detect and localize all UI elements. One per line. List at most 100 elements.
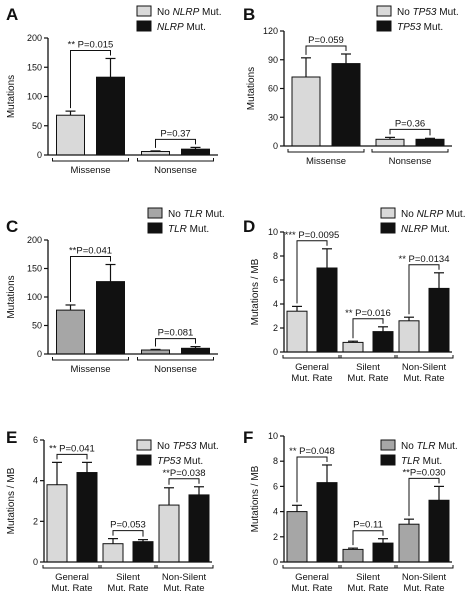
legend-swatch xyxy=(147,207,163,219)
significance-bracket xyxy=(70,256,111,302)
y-tick-label: 0 xyxy=(273,557,278,567)
panel-letter: B xyxy=(243,5,255,24)
bar xyxy=(96,281,125,355)
y-tick-label: 100 xyxy=(27,292,42,302)
panel-c: C 0 50 100 150 200 Mutations **P=0.041 Missense P… xyxy=(6,207,225,375)
significance-bracket xyxy=(155,138,196,148)
category-label: Mut. Rate xyxy=(347,583,388,594)
category-bracket xyxy=(154,565,214,569)
category-label: Missense xyxy=(306,156,346,167)
category-label: Mut. Rate xyxy=(347,373,388,384)
significance-bracket xyxy=(389,128,431,136)
bar xyxy=(372,542,394,563)
panel-a: A 0 50 100 150 200 Mutations ** P=0.015 Missense… xyxy=(6,5,221,176)
category-label: Mut. Rate xyxy=(51,583,92,594)
category-bracket xyxy=(394,565,454,569)
p-value-label: **P=0.041 xyxy=(69,246,112,257)
y-tick-label: 50 xyxy=(32,321,42,331)
category-label: Silent xyxy=(116,572,140,583)
y-axis-label: Mutations / MB xyxy=(250,258,261,325)
category-bracket xyxy=(137,357,214,361)
category-label: General xyxy=(55,572,89,583)
bar xyxy=(158,504,180,563)
legend-swatch xyxy=(380,207,396,219)
bar xyxy=(102,543,124,563)
y-tick-label: 50 xyxy=(32,121,42,131)
significance-bracket xyxy=(155,338,196,347)
y-tick-label: 8 xyxy=(273,251,278,261)
bar xyxy=(428,499,450,563)
legend-swatch xyxy=(380,454,396,466)
category-label: General xyxy=(295,362,329,373)
legend-label: No TLR Mut. xyxy=(401,441,458,452)
y-tick-label: 4 xyxy=(273,299,278,309)
p-value-label: ** P=0.041 xyxy=(49,443,95,454)
significance-bracket xyxy=(296,456,328,503)
legend-label: TLR Mut. xyxy=(401,456,442,467)
category-label: Mut. Rate xyxy=(403,583,444,594)
y-tick-label: 6 xyxy=(273,481,278,491)
bar xyxy=(331,63,361,147)
y-tick-label: 4 xyxy=(33,476,38,486)
bar xyxy=(375,138,405,147)
y-tick-label: 0 xyxy=(273,347,278,357)
p-value-label: P=0.11 xyxy=(353,520,383,531)
significance-bracket xyxy=(56,453,88,460)
panel-letter: C xyxy=(6,217,18,236)
y-axis-label: Mutations xyxy=(6,275,17,318)
legend-swatch xyxy=(380,439,396,451)
y-tick-label: 60 xyxy=(268,84,278,94)
category-bracket xyxy=(52,158,129,162)
bar xyxy=(188,494,210,563)
y-tick-label: 150 xyxy=(27,62,42,72)
y-tick-label: 10 xyxy=(268,431,278,441)
legend-swatch xyxy=(136,454,152,466)
category-label: Mut. Rate xyxy=(403,373,444,384)
y-tick-label: 4 xyxy=(273,507,278,517)
legend-swatch xyxy=(136,439,152,451)
bar xyxy=(96,76,125,156)
p-value-label: P=0.059 xyxy=(308,35,344,46)
p-value-label: ** P=0.0134 xyxy=(399,254,450,265)
category-bracket xyxy=(338,355,398,359)
y-tick-label: 2 xyxy=(273,532,278,542)
y-tick-label: 150 xyxy=(27,264,42,274)
y-tick-label: 8 xyxy=(273,456,278,466)
p-value-label: ** P=0.048 xyxy=(289,446,335,457)
category-bracket xyxy=(282,355,342,359)
bar xyxy=(398,523,420,563)
bar xyxy=(428,287,450,353)
legend-swatch xyxy=(380,222,396,234)
panel-letter: D xyxy=(243,217,255,236)
legend-label: No TLR Mut. xyxy=(168,209,225,220)
y-tick-label: 0 xyxy=(37,150,42,160)
category-label: Mut. Rate xyxy=(163,583,204,594)
bar xyxy=(342,548,364,563)
bar xyxy=(56,114,85,156)
y-tick-label: 0 xyxy=(273,141,278,151)
legend-label: TP53 Mut. xyxy=(397,22,443,33)
p-value-label: P=0.36 xyxy=(395,118,425,129)
bar xyxy=(76,472,98,563)
legend-label: TLR Mut. xyxy=(168,224,209,235)
p-value-label: ** P=0.015 xyxy=(68,39,114,50)
legend-label: No NLRP Mut. xyxy=(157,7,221,18)
category-bracket xyxy=(282,565,342,569)
significance-bracket xyxy=(305,45,347,55)
category-label: Nonsense xyxy=(154,165,197,176)
y-tick-label: 6 xyxy=(273,275,278,285)
category-label: Missense xyxy=(70,165,110,176)
y-tick-label: 10 xyxy=(268,227,278,237)
bar xyxy=(56,309,85,355)
y-tick-label: 200 xyxy=(27,33,42,43)
y-tick-label: 6 xyxy=(33,435,38,445)
category-label: Mut. Rate xyxy=(291,373,332,384)
bar xyxy=(132,541,154,563)
category-bracket xyxy=(137,158,214,162)
y-tick-label: 0 xyxy=(37,349,42,359)
bar xyxy=(181,148,210,156)
bar xyxy=(316,482,338,563)
panel-d: D 0 2 4 6 8 10 Mutations / MB *** P=0.0095 Genera… xyxy=(243,207,465,384)
category-label: Mut. Rate xyxy=(107,583,148,594)
